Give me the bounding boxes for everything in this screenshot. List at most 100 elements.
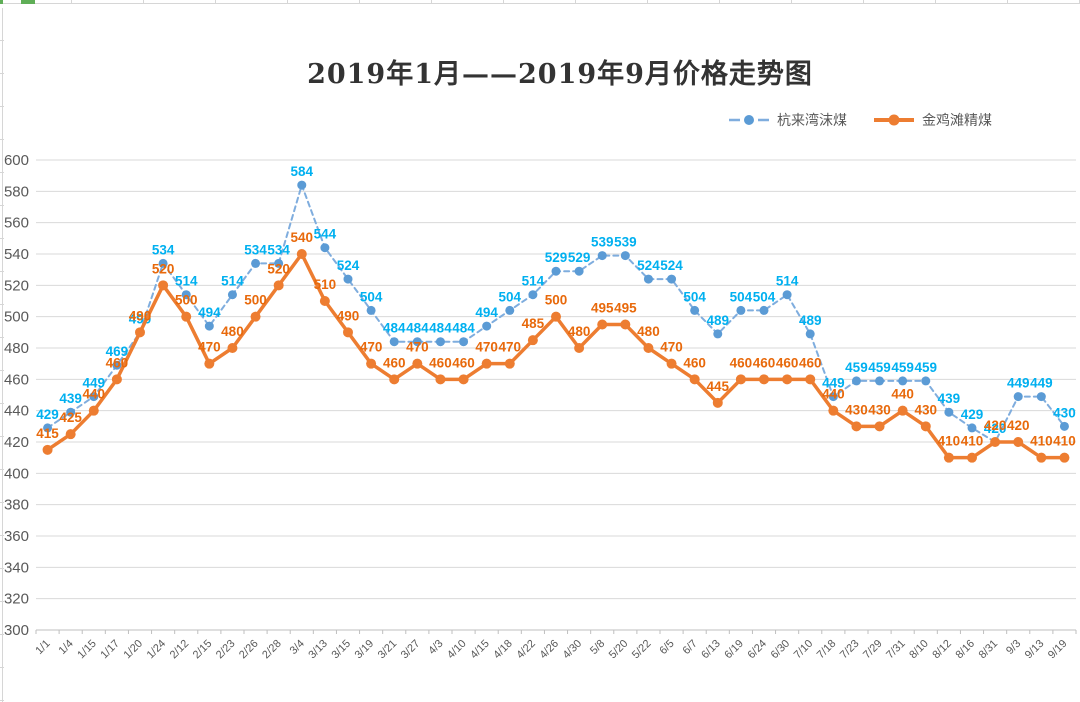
data-label: 484 (429, 321, 452, 336)
data-point-marker (735, 374, 746, 385)
data-point-marker (389, 374, 400, 385)
y-tick-label: 420 (4, 434, 29, 451)
data-point-marker (389, 337, 399, 347)
x-tick-label: 4/26 (537, 638, 561, 662)
data-label: 504 (360, 289, 383, 304)
data-point-marker (851, 421, 862, 432)
data-label: 410 (938, 434, 961, 449)
series-2-data-labels: 4154254404604905205004704805005205405104… (36, 230, 1075, 449)
data-point-marker (875, 376, 885, 386)
data-point-marker (643, 343, 654, 353)
data-label: 534 (267, 242, 290, 257)
x-axis-ticks (35, 630, 1077, 634)
y-axis-tick-labels: 600 580 560 540 520 500 480 460 440 420 400 380 360 3… (4, 152, 29, 639)
data-label: 470 (198, 340, 221, 355)
data-label: 500 (244, 293, 267, 308)
x-tick-label: 6/5 (657, 638, 676, 657)
x-tick-label: 3/21 (376, 638, 400, 662)
x-tick-label: 1/20 (121, 638, 145, 662)
x-tick-label: 6/24 (745, 638, 769, 662)
data-point-marker (1013, 437, 1024, 447)
data-point-marker (643, 274, 653, 284)
data-point-marker (158, 258, 168, 268)
data-label: 484 (383, 321, 406, 336)
data-label: 430 (868, 402, 891, 417)
data-label: 514 (522, 274, 545, 289)
gridlines (36, 159, 1076, 631)
data-label: 500 (545, 293, 568, 308)
chart-title: 2019年1月——2019年9月价格走势图 (307, 59, 813, 90)
chart-legend: 杭来湾沫煤 金鸡滩精煤 (728, 110, 992, 130)
data-label: 520 (267, 261, 290, 276)
data-point-marker (296, 249, 307, 259)
data-point-marker (181, 311, 192, 322)
data-point-marker (1059, 421, 1069, 431)
x-tick-label: 6/30 (769, 638, 793, 662)
data-point-marker (805, 374, 816, 385)
data-point-marker (251, 258, 261, 268)
y-tick-label: 560 (4, 215, 29, 232)
data-label: 529 (545, 250, 568, 265)
x-tick-label: 4/30 (561, 638, 585, 662)
sheet-top-ruler-line (0, 3, 1080, 4)
x-tick-label: 3/15 (329, 638, 353, 662)
data-label: 449 (1030, 376, 1053, 391)
x-tick-label: 6/13 (699, 638, 723, 662)
data-point-marker (574, 343, 585, 353)
y-tick-label: 340 (4, 559, 29, 576)
data-point-marker (366, 305, 376, 315)
data-label: 449 (1007, 376, 1030, 391)
data-point-marker (574, 266, 584, 276)
data-point-marker (42, 444, 53, 455)
y-tick-label: 540 (4, 246, 29, 263)
data-label: 510 (314, 277, 337, 292)
x-tick-label: 7/18 (815, 638, 839, 662)
x-tick-label: 2/12 (168, 638, 192, 662)
data-point-marker (204, 321, 214, 331)
data-point-marker (458, 374, 469, 385)
data-label: 460 (730, 355, 753, 370)
data-point-marker (689, 374, 700, 385)
data-point-marker (481, 358, 492, 369)
x-tick-label: 7/23 (838, 638, 862, 662)
data-point-marker (158, 280, 169, 291)
data-point-marker (320, 243, 330, 253)
data-point-marker (620, 251, 630, 261)
data-point-marker (43, 423, 53, 433)
y-tick-label: 440 (4, 403, 29, 420)
data-label: 415 (36, 426, 59, 441)
x-tick-label: 1/17 (98, 638, 122, 662)
data-label: 480 (637, 324, 660, 339)
data-point-marker (111, 374, 122, 385)
data-point-marker (112, 360, 122, 370)
x-tick-label: 9/3 (1004, 638, 1023, 657)
x-tick-label: 4/18 (491, 638, 515, 662)
data-point-marker (66, 407, 76, 417)
x-tick-label: 1/24 (145, 638, 169, 662)
data-label: 494 (475, 305, 498, 320)
y-tick-label: 360 (4, 528, 29, 545)
data-point-marker (227, 290, 237, 300)
data-label: 469 (106, 344, 129, 359)
data-label: 440 (83, 387, 106, 402)
x-tick-label: 2/28 (260, 638, 284, 662)
data-point-marker (274, 258, 284, 268)
data-point-marker (782, 290, 792, 300)
data-point-marker (620, 319, 631, 330)
data-label: 494 (198, 305, 221, 320)
data-point-marker (1036, 452, 1047, 463)
data-point-marker (851, 376, 861, 386)
data-point-marker (227, 343, 238, 353)
data-point-marker (435, 337, 445, 347)
data-point-marker (967, 452, 977, 463)
data-point-marker (967, 423, 977, 433)
data-label: 500 (175, 293, 198, 308)
data-label: 504 (753, 289, 776, 304)
data-point-marker (805, 329, 815, 339)
y-tick-label: 460 (4, 371, 29, 388)
data-label: 420 (1007, 418, 1030, 433)
data-point-marker (504, 358, 515, 369)
data-label: 534 (152, 242, 175, 257)
sheet-corner-green-mark (0, 0, 3, 4)
